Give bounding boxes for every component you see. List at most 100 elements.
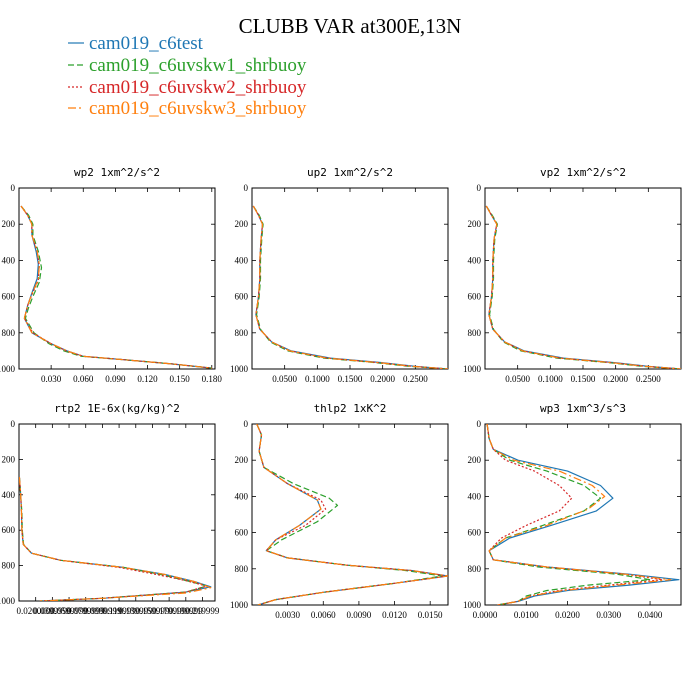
y-tick-label: 200 [2, 219, 16, 229]
series-line-3 [252, 205, 448, 369]
x-tick-label: 0.0400 [638, 610, 663, 620]
y-tick-label: 800 [2, 561, 16, 571]
x-tick-label: 0.119999 [102, 606, 136, 616]
series-line-2 [20, 205, 212, 369]
x-tick-label: 0.090 [105, 374, 126, 384]
series-line-1 [19, 477, 212, 601]
panel-title: wp3 1xm^3/s^3 [540, 402, 626, 415]
y-tick-label: 600 [2, 292, 16, 302]
y-tick-label: 0 [477, 419, 482, 429]
x-tick-label: 0.060 [73, 374, 94, 384]
legend-label: cam019_c6uvskw2_shrbuoy [89, 77, 307, 98]
y-tick-label: 800 [235, 328, 249, 338]
y-tick-label: 0 [11, 419, 16, 429]
y-tick-label: 0 [244, 183, 249, 193]
series-group [20, 205, 212, 369]
series-line-4 [252, 205, 448, 369]
legend-label: cam019_c6uvskw3_shrbuoy [89, 98, 307, 119]
figure-title: CLUBB VAR at300E,13N [239, 14, 462, 38]
x-tick-label: 0.139999 [119, 606, 153, 616]
y-tick-label: 0 [11, 183, 16, 193]
x-tick-label: 0.150 [170, 374, 191, 384]
y-tick-label: 200 [235, 219, 249, 229]
x-tick-label: 0.120 [137, 374, 158, 384]
x-tick-label: 0.0100 [514, 610, 539, 620]
series-group [19, 477, 212, 601]
series-line-3 [19, 477, 208, 601]
y-tick-label: 400 [235, 255, 249, 265]
x-tick-label: 0.0999999 [83, 606, 122, 616]
x-tick-label: 0.2000 [603, 374, 628, 384]
y-tick-label: 800 [235, 564, 249, 574]
y-tick-label: 800 [468, 564, 482, 574]
chart-panel: up2 1xm^2/s^2 0 200 400 600 800 1000 0.0500 0.10… [230, 166, 449, 384]
y-tick-label: 200 [468, 219, 482, 229]
series-line-2 [486, 424, 651, 605]
panel-title: up2 1xm^2/s^2 [307, 166, 393, 179]
x-tick-label: 0.0000 [473, 610, 498, 620]
y-tick-label: 800 [2, 328, 16, 338]
series-line-4 [19, 477, 212, 601]
series-line-4 [485, 205, 681, 369]
plot-frame [484, 423, 682, 606]
panel-title: rtp2 1E-6x(kg/kg)^2 [54, 402, 180, 415]
series-line-4 [256, 424, 448, 605]
series-group [252, 205, 448, 369]
x-tick-label: 0.0120 [382, 610, 407, 620]
x-tick-label: 0.0090 [347, 610, 372, 620]
x-tick-label: 0.0799999 [67, 606, 106, 616]
x-tick-label: 0.0200000 [17, 606, 56, 616]
x-tick-label: 0.0060 [311, 610, 336, 620]
x-tick-label: 0.159999 [136, 606, 170, 616]
chart-panel: rtp2 1E-6x(kg/kg)^2 0 200 400 600 800 10000.02… [0, 402, 220, 616]
y-tick-label: 1000 [0, 596, 16, 606]
series-line-3 [256, 424, 448, 605]
series-line-2 [485, 205, 681, 369]
y-tick-label: 600 [2, 525, 16, 535]
x-tick-label: 0.199999 [169, 606, 203, 616]
x-tick-label: 0.0399999 [33, 606, 72, 616]
y-tick-label: 400 [2, 255, 16, 265]
series-line-2 [256, 424, 443, 605]
panel-title: thlp2 1xK^2 [314, 402, 387, 415]
series-line-1 [252, 205, 448, 369]
y-tick-label: 200 [235, 455, 249, 465]
x-tick-label: 0.0300 [596, 610, 621, 620]
series-line-1 [486, 424, 680, 605]
y-tick-label: 1000 [230, 364, 249, 374]
y-tick-label: 400 [235, 491, 249, 501]
x-tick-label: 0.0500 [505, 374, 530, 384]
series-line-2 [252, 205, 448, 369]
x-tick-label: 0.0500 [272, 374, 297, 384]
y-tick-label: 1000 [463, 600, 482, 610]
y-tick-label: 1000 [463, 364, 482, 374]
y-tick-label: 600 [235, 528, 249, 538]
x-tick-label: 0.2500 [636, 374, 661, 384]
x-tick-label: 0.0200 [555, 610, 580, 620]
y-tick-label: 0 [477, 183, 482, 193]
y-tick-label: 0 [244, 419, 249, 429]
series-line-4 [20, 205, 212, 369]
y-tick-label: 1000 [230, 600, 249, 610]
x-tick-label: 0.179999 [152, 606, 186, 616]
series-group [256, 424, 448, 605]
series-line-1 [256, 424, 448, 605]
chart-panel: wp2 1xm^2/s^2 0 200 400 600 800 1000 0.030 0.060… [0, 166, 222, 384]
y-tick-label: 800 [468, 328, 482, 338]
x-tick-label: 0.180 [202, 374, 223, 384]
x-tick-label: 0.2000 [370, 374, 395, 384]
series-line-1 [485, 205, 681, 369]
legend-label: cam019_c6test [89, 33, 204, 54]
chart-panel: thlp2 1xK^2 0 200 400 600 800 1000 0.0030 0.0060… [230, 402, 449, 620]
x-tick-label: 0.030 [41, 374, 62, 384]
panel-title: wp2 1xm^2/s^2 [74, 166, 160, 179]
y-tick-label: 200 [2, 454, 16, 464]
y-tick-label: 400 [468, 491, 482, 501]
chart-panel: vp2 1xm^2/s^2 0 200 400 600 800 1000 0.0500 0.10… [463, 166, 682, 384]
series-group [486, 424, 680, 605]
legend-label: cam019_c6uvskw1_shrbuoy [89, 55, 307, 76]
legend: cam019_c6testcam019_c6uvskw1_shrbuoycam0… [68, 33, 307, 119]
panel-title: vp2 1xm^2/s^2 [540, 166, 626, 179]
y-tick-label: 200 [468, 455, 482, 465]
